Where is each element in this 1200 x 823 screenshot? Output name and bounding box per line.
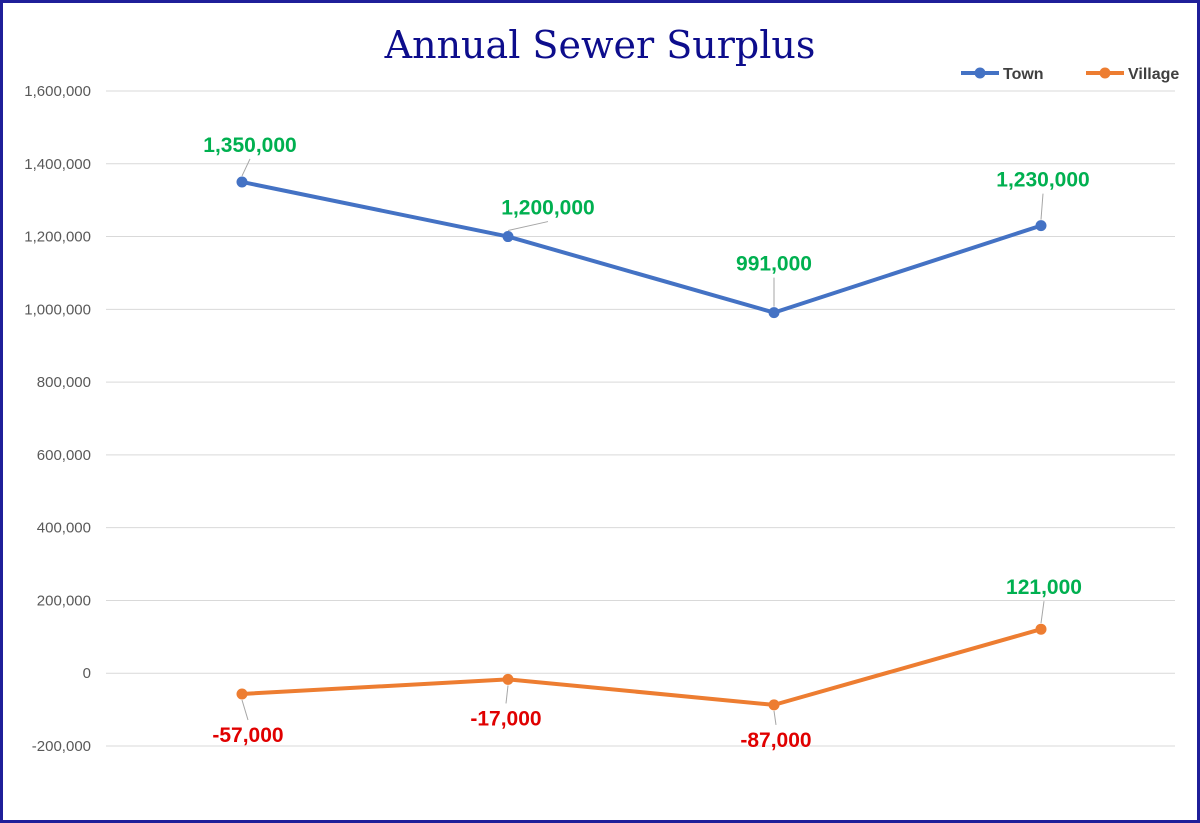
data-label-town: 1,230,000 — [996, 169, 1089, 192]
y-tick-label: -200,000 — [32, 738, 91, 755]
y-tick-label: 1,400,000 — [24, 156, 91, 173]
legend-label-town: Town — [1003, 66, 1044, 83]
y-tick-label: 800,000 — [37, 374, 91, 391]
series-line-town — [240, 179, 1043, 315]
data-point-village — [768, 699, 780, 711]
data-labels: 1,350,000 1,200,000 991,000 1,230,000 -57,00… — [203, 134, 1089, 752]
y-tick-label: 400,000 — [37, 520, 91, 537]
data-point-village — [236, 688, 248, 700]
data-point-village — [502, 673, 514, 685]
y-tick-label: 1,000,000 — [24, 301, 91, 318]
legend-marker — [1099, 67, 1111, 79]
data-point-town — [236, 176, 248, 188]
y-axis: -200,000 0 200,000 400,000 600,000 800,000 1,0… — [24, 83, 91, 755]
data-label-town: 1,200,000 — [501, 197, 594, 220]
data-point-town — [502, 231, 514, 243]
data-label-village: -57,000 — [212, 724, 283, 747]
y-tick-label: 200,000 — [37, 592, 91, 609]
data-point-village — [1035, 623, 1047, 635]
y-tick-label: 600,000 — [37, 447, 91, 464]
leader-line — [773, 710, 777, 725]
leader-line — [505, 685, 509, 704]
legend: Town Village — [961, 66, 1179, 83]
data-label-town: 991,000 — [736, 253, 812, 276]
data-label-village: -87,000 — [740, 729, 811, 752]
leader-line — [241, 699, 249, 721]
y-tick-label: 0 — [83, 665, 91, 682]
y-tick-label: 1,200,000 — [24, 229, 91, 246]
chart-title: Annual Sewer Surplus — [384, 23, 816, 67]
leader-line — [241, 158, 251, 177]
leader-line — [507, 221, 549, 232]
leader-line — [1040, 601, 1045, 624]
leader-line — [1040, 193, 1044, 220]
y-tick-label: 1,600,000 — [24, 83, 91, 100]
line-chart: Annual Sewer Surplus -200,000 0 200,000 400… — [24, 23, 1179, 755]
data-point-town — [768, 307, 780, 319]
data-label-village: -17,000 — [470, 707, 541, 730]
data-label-town: 1,350,000 — [203, 134, 296, 157]
series-line-village — [240, 627, 1043, 707]
data-point-town — [1035, 220, 1047, 232]
gridlines — [106, 90, 1175, 747]
series-group — [236, 176, 1047, 711]
data-label-village: 121,000 — [1006, 576, 1082, 599]
legend-marker — [974, 67, 986, 79]
legend-label-village: Village — [1128, 66, 1179, 83]
